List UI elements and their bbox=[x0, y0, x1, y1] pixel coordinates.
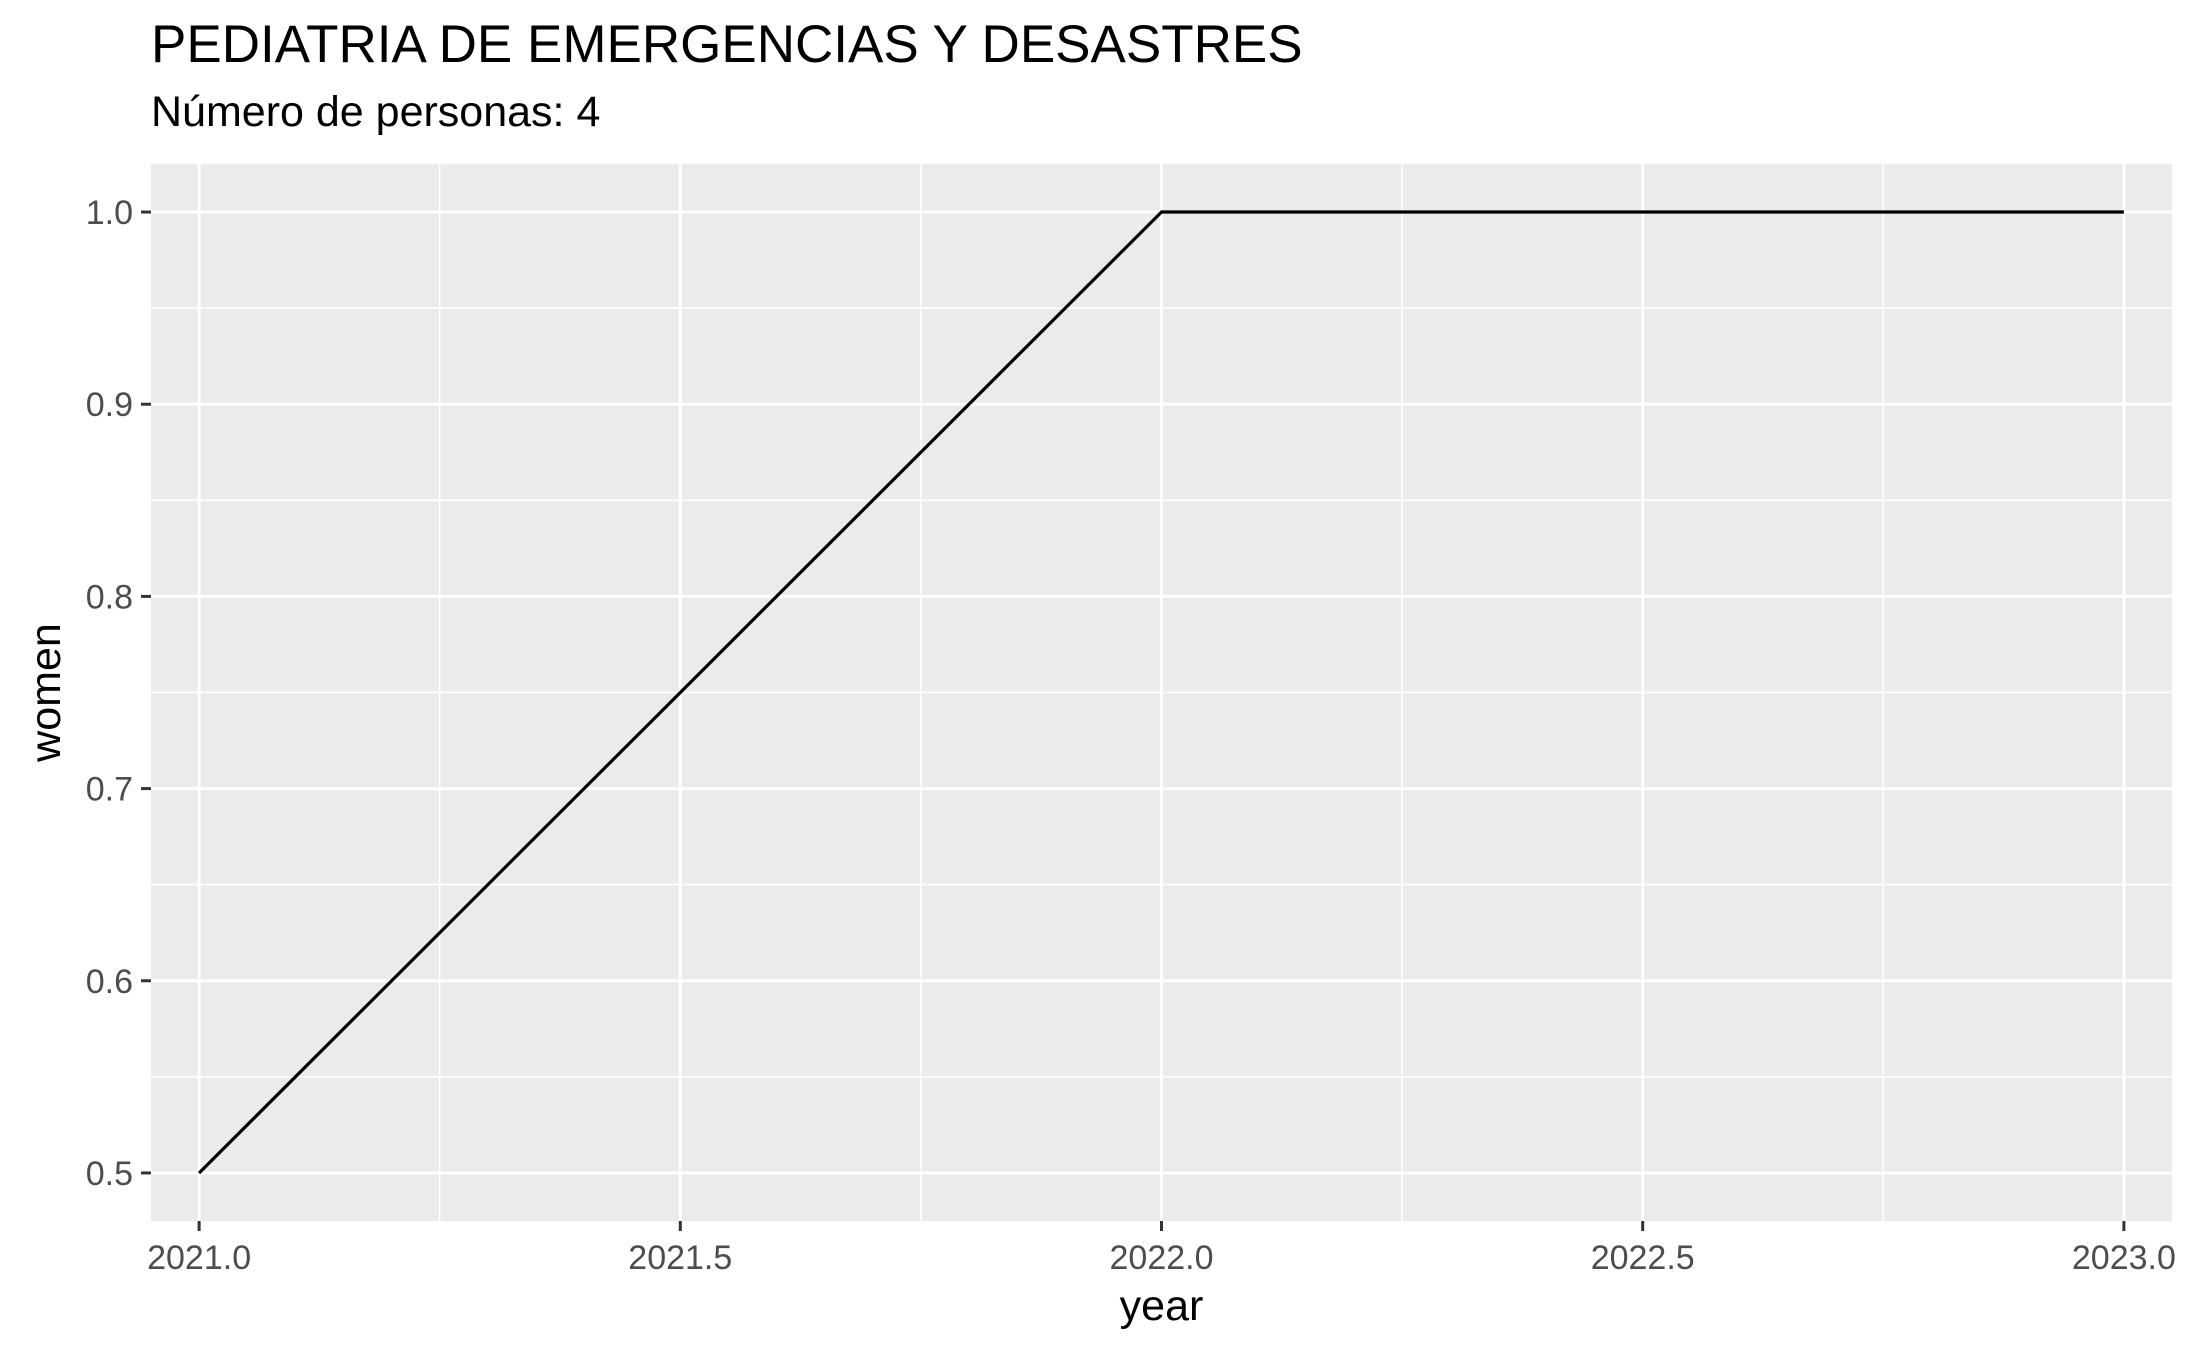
x-tick-label: 2023.0 bbox=[2072, 1239, 2176, 1277]
y-tick-label: 1.0 bbox=[86, 194, 133, 232]
x-tick-label: 2021.5 bbox=[628, 1239, 732, 1277]
y-tick-label: 0.5 bbox=[86, 1155, 133, 1193]
y-tick-label: 0.7 bbox=[86, 771, 133, 809]
y-tick-label: 0.9 bbox=[86, 386, 133, 424]
chart-subtitle: Número de personas: 4 bbox=[151, 88, 601, 136]
chart-title: PEDIATRIA DE EMERGENCIAS Y DESASTRES bbox=[151, 15, 1303, 74]
series-line bbox=[197, 210, 2124, 1175]
y-tick-label: 0.6 bbox=[86, 963, 133, 1001]
y-tick-label: 0.8 bbox=[86, 578, 133, 616]
x-axis-title: year bbox=[1120, 1282, 1204, 1330]
x-tick-label: 2021.0 bbox=[147, 1239, 251, 1277]
x-tick-label: 2022.5 bbox=[1591, 1239, 1695, 1277]
y-tick-labels: 0.5 0.6 0.7 0.8 0.9 1.0 bbox=[86, 194, 133, 1193]
x-tick-label: 2022.0 bbox=[1110, 1239, 1214, 1277]
series-layer bbox=[197, 210, 2124, 1175]
y-axis-title: women bbox=[22, 623, 70, 763]
axis-ticks bbox=[141, 210, 2126, 1231]
x-tick-labels: 2021.0 2021.5 2022.0 2022.5 2023.0 bbox=[147, 1239, 2176, 1277]
